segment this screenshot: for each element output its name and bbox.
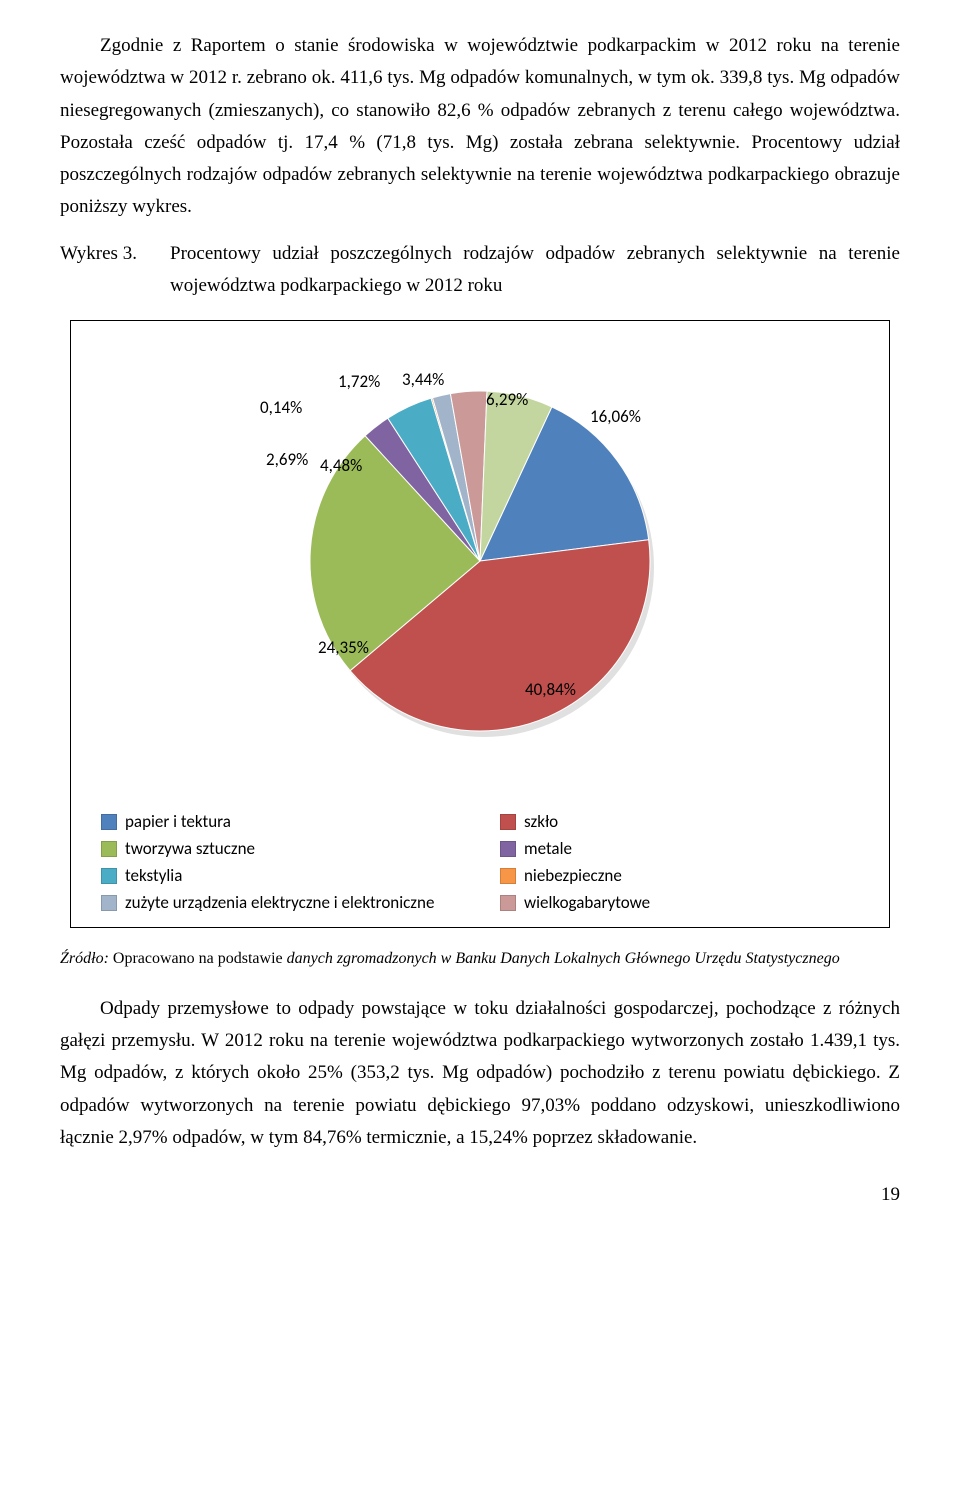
legend-label: wielkogabarytowe: [524, 892, 650, 913]
pie-slice-label: 24,35%: [318, 637, 369, 658]
source-italic: danych zgromadzonych w Banku Danych Loka…: [287, 950, 840, 967]
pie-slice-label: 4,48%: [320, 455, 362, 476]
pie-slice-label: 2,69%: [266, 449, 308, 470]
pie-slice-label: 3,44%: [402, 369, 444, 390]
page-number: 19: [60, 1184, 900, 1206]
legend-item: wielkogabarytowe: [500, 892, 859, 913]
legend-label: tworzywa sztuczne: [125, 838, 255, 859]
source-plain: Opracowano na podstawie: [109, 950, 287, 967]
legend-swatch: [101, 895, 117, 911]
legend-label: niebezpieczne: [524, 865, 622, 886]
legend-swatch: [500, 895, 516, 911]
chart-frame: 16,06% 40,84% 24,35% 2,69% 4,48% 0,14% 1,72% 3,…: [70, 320, 890, 928]
paragraph-industry: Odpady przemysłowe to odpady powstające …: [60, 993, 900, 1154]
legend-item: metale: [500, 838, 859, 859]
chart-source: Źródło: Opracowano na podstawie danych z…: [60, 948, 900, 970]
legend-label: szkło: [524, 811, 558, 832]
chart-caption-text: Procentowy udział poszczególnych rodzajó…: [170, 238, 900, 303]
source-prefix: Źródło:: [60, 950, 109, 967]
legend-swatch: [101, 814, 117, 830]
chart-legend: papier i tektura szkło tworzywa sztuczne me…: [91, 811, 869, 913]
chart-caption-label: Wykres 3.: [60, 238, 170, 303]
legend-item: szkło: [500, 811, 859, 832]
legend-swatch: [101, 868, 117, 884]
legend-item: niebezpieczne: [500, 865, 859, 886]
pie-slice-label: 40,84%: [525, 679, 576, 700]
pie-chart: 16,06% 40,84% 24,35% 2,69% 4,48% 0,14% 1,72% 3,…: [260, 341, 700, 781]
pie-slice-label: 0,14%: [260, 397, 302, 418]
legend-item: papier i tektura: [101, 811, 460, 832]
legend-item: tworzywa sztuczne: [101, 838, 460, 859]
legend-label: tekstylia: [125, 865, 182, 886]
legend-item: tekstylia: [101, 865, 460, 886]
legend-label: papier i tektura: [125, 811, 231, 832]
pie-slice-label: 6,29%: [486, 389, 528, 410]
legend-swatch: [500, 841, 516, 857]
pie-slice-label: 1,72%: [338, 371, 380, 392]
legend-label: metale: [524, 838, 572, 859]
pie-slice-label: 16,06%: [590, 406, 641, 427]
legend-swatch: [500, 868, 516, 884]
legend-swatch: [101, 841, 117, 857]
chart-caption-row: Wykres 3. Procentowy udział poszczególny…: [60, 238, 900, 303]
legend-swatch: [500, 814, 516, 830]
legend-label: zużyte urządzenia elektryczne i elektron…: [125, 892, 434, 913]
paragraph-intro: Zgodnie z Raportem o stanie środowiska w…: [60, 30, 900, 224]
legend-item: zużyte urządzenia elektryczne i elektron…: [101, 892, 460, 913]
